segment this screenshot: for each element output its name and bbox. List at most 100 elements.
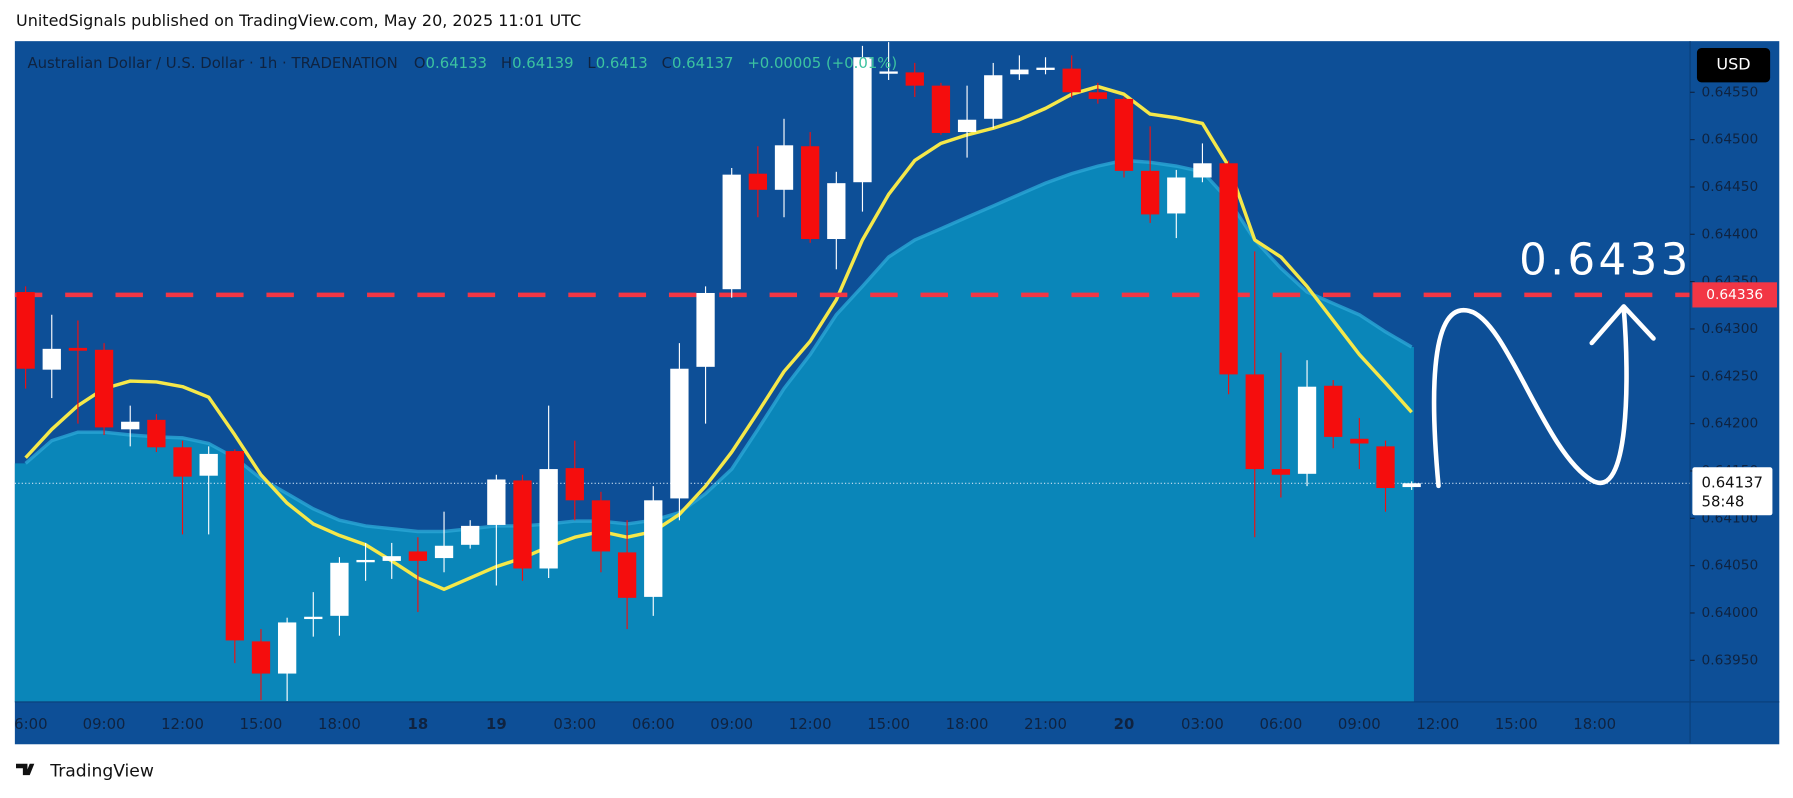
- x-tick-label: 12:00: [789, 715, 832, 733]
- logo-icon: [16, 763, 35, 776]
- candle-body: [774, 145, 794, 190]
- x-tick-label: 12:00: [1416, 715, 1459, 733]
- ohlc-label: L: [587, 54, 596, 72]
- candle-body: [121, 421, 140, 430]
- candle-body: [225, 451, 244, 641]
- currency-button[interactable]: [1696, 48, 1771, 83]
- candle-body: [251, 641, 271, 674]
- candle-body: [1376, 446, 1395, 489]
- candle-body: [382, 556, 401, 561]
- candle-body: [801, 146, 820, 240]
- ohlc-label: C: [662, 54, 672, 72]
- ohlc-label: H: [501, 54, 512, 72]
- ohlc-value: 0.6413: [596, 54, 648, 72]
- candle-body: [905, 72, 924, 86]
- x-tick-label: 15:00: [1495, 715, 1538, 733]
- y-tick-label: 0.64400: [1702, 226, 1759, 242]
- candle-body: [644, 500, 663, 597]
- candle-body: [1271, 469, 1291, 475]
- x-tick-label: 19: [486, 715, 507, 733]
- last-price-label: 0.64137: [1702, 473, 1763, 491]
- candle-body: [617, 552, 637, 598]
- projection-arrow: [1431, 304, 1656, 489]
- candle-body: [1297, 386, 1317, 474]
- y-tick-label: 0.64000: [1702, 605, 1759, 621]
- candle-body: [853, 57, 872, 183]
- plot-area: 6:00 09:00 12:00 15:00 18:00 18 19 03:00 06:00 09…: [14, 41, 1780, 744]
- candle-body: [1088, 92, 1107, 99]
- candle-body: [1402, 483, 1421, 488]
- ohlc-label: O: [414, 54, 426, 72]
- candle-body: [1245, 374, 1264, 470]
- candle-body: [1010, 69, 1029, 75]
- candle-body: [68, 347, 88, 351]
- candle-body: [591, 500, 611, 552]
- x-tick-label: 12:00: [161, 715, 204, 733]
- x-tick-label: 15:00: [867, 715, 910, 733]
- candle-body: [748, 173, 768, 190]
- candle-body: [1324, 385, 1343, 437]
- candle-body: [277, 622, 297, 674]
- x-tick-label: 03:00: [1181, 715, 1224, 733]
- candle-body: [565, 468, 584, 501]
- x-tick-label: 21:00: [1024, 715, 1067, 733]
- footer-logo: TradingView: [16, 762, 154, 782]
- x-tick-label: 09:00: [83, 715, 126, 733]
- candle-body: [304, 616, 323, 620]
- candle-body: [827, 183, 846, 240]
- candle-body: [408, 551, 428, 561]
- indicator-area-edge: [24, 158, 1413, 534]
- y-tick-label: 0.64050: [1702, 558, 1759, 574]
- ohlc-value: 0.64137: [672, 54, 733, 72]
- y-tick-label: 0.64250: [1702, 368, 1759, 384]
- last-price-tag: [1692, 467, 1773, 516]
- candle-body: [330, 562, 349, 616]
- candle-body: [1167, 177, 1186, 214]
- level-tag-label: 0.64336: [1706, 287, 1763, 303]
- level-tag: [1692, 282, 1777, 308]
- y-tick-label: 0.64300: [1702, 321, 1759, 337]
- x-tick-label: 06:00: [1259, 715, 1302, 733]
- candle-body: [199, 453, 218, 476]
- candle-body: [1140, 170, 1160, 215]
- candle-body: [722, 174, 741, 290]
- y-tick-label: 0.64550: [1702, 84, 1759, 100]
- y-tick-label: 0.64200: [1702, 416, 1759, 432]
- candle-body: [1350, 438, 1369, 444]
- x-tick-label: 09:00: [710, 715, 753, 733]
- symbol-title: Australian Dollar / U.S. Dollar · 1h · T…: [27, 54, 897, 72]
- candle-body: [434, 545, 454, 559]
- candle-body: [1062, 68, 1081, 93]
- x-tick-label: 18: [408, 715, 429, 733]
- candle-body: [147, 419, 166, 448]
- indicator-area: [14, 160, 1414, 702]
- title: Australian Dollar / U.S. Dollar · 1h · T…: [27, 54, 397, 72]
- x-tick-label: 06:00: [632, 715, 675, 733]
- candle-body: [957, 119, 977, 133]
- x-tick-label: 18:00: [946, 715, 989, 733]
- candle-body: [16, 292, 35, 369]
- candle-body: [1036, 67, 1055, 70]
- change: +0.00005 (+0.01%): [747, 54, 897, 72]
- candle-body: [1193, 163, 1212, 178]
- x-tick-label: 03:00: [553, 715, 596, 733]
- candle-body: [1219, 163, 1238, 375]
- candle-body: [931, 85, 951, 133]
- x-tick-label: 20: [1114, 715, 1135, 733]
- x-tick-label: 15:00: [240, 715, 283, 733]
- currency[interactable]: USD: [1716, 55, 1750, 74]
- candle-body: [879, 71, 898, 74]
- x-tick-label: 6:00: [14, 715, 47, 733]
- candle-body: [1114, 98, 1134, 171]
- annotation: 0.6433: [1519, 235, 1692, 285]
- candle-body: [513, 480, 532, 569]
- candle-body: [42, 348, 61, 370]
- candle-body: [173, 447, 192, 477]
- ohlc-value: 0.64133: [426, 54, 487, 72]
- ohlc-value: 0.64139: [512, 54, 573, 72]
- candle-body: [696, 292, 715, 367]
- y-tick-label: 0.64450: [1702, 179, 1759, 195]
- candle-body: [487, 479, 506, 525]
